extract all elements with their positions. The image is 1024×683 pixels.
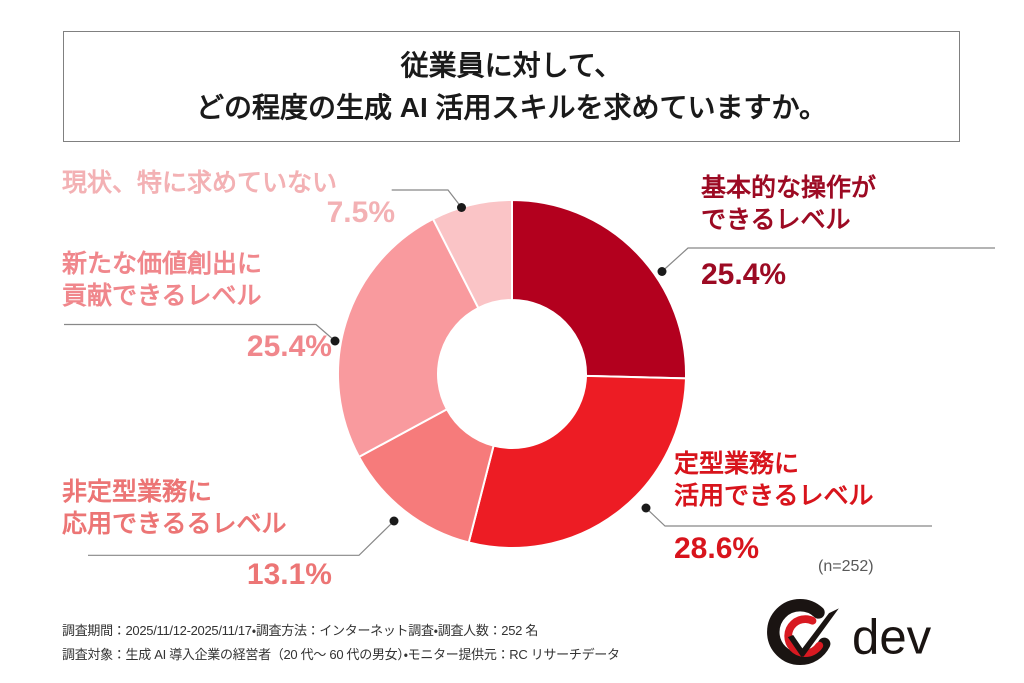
svg-text:dev: dev bbox=[852, 611, 932, 665]
